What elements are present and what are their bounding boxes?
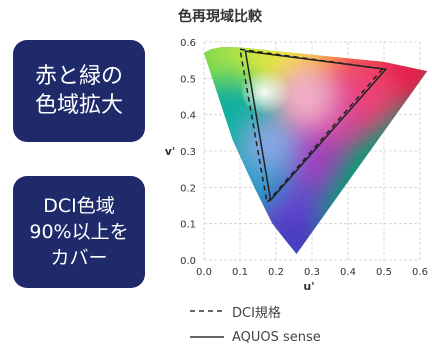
badge-line: カバー [50,247,108,269]
x-tick-label: 0.5 [376,267,392,278]
legend-item-aquos: AQUOS sense [190,327,321,347]
aquos-gamut-triangle [244,50,388,202]
x-tick-label: 0.2 [268,267,284,278]
feature-badge-dci-coverage: DCI色域 90%以上を カバー [13,176,145,288]
y-tick-label: 0.1 [180,220,196,231]
x-axis-label: u' [303,280,314,293]
badge-line: 色域拡大 [34,93,123,118]
x-tick-label: 0.1 [232,267,248,278]
legend-dashed-line-swatch [190,310,224,312]
x-tick-label: 0.3 [304,267,320,278]
y-tick-label: 0.5 [180,74,196,85]
dci-gamut-triangle [239,48,385,205]
y-tick-label: 0.4 [180,111,196,122]
y-axis-label: v' [165,145,176,158]
gamut-white-point-glow [241,57,318,122]
legend-label-aquos: AQUOS sense [232,329,321,345]
badge-line: 90%以上を [29,221,129,243]
legend-label-dci: DCI規格 [232,305,281,321]
badge-line: 赤と緑の [34,64,123,89]
x-tick-label: 0.0 [196,267,212,278]
feature-badge-color-gamut: 赤と緑の 色域拡大 [13,40,145,142]
x-tick-label: 0.4 [340,267,356,278]
x-tick-label: 0.6 [412,267,428,278]
legend-item-dci: DCI規格 [190,301,281,321]
legend-solid-line-swatch [190,336,224,338]
chart-title: 色再現域比較 [178,9,262,25]
gamut-color-blob [265,213,323,254]
y-tick-label: 0.2 [180,183,196,194]
y-tick-label: 0.3 [180,147,196,158]
y-tick-label: 0.6 [180,38,196,49]
y-tick-label: 0.0 [180,256,196,267]
badge-line: DCI色域 [43,195,115,217]
gamut-color-blob [239,114,298,173]
